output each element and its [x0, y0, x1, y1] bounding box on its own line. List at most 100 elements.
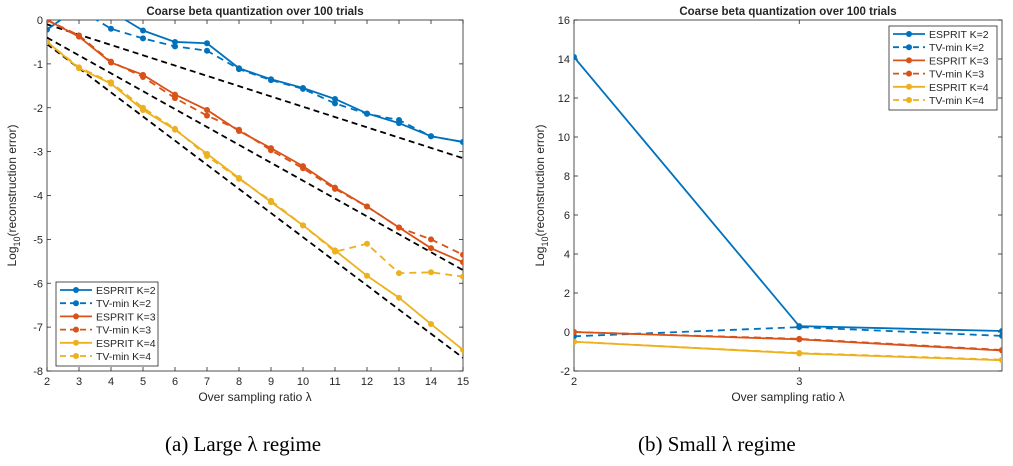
plot-area — [574, 54, 1002, 364]
x-tick-label: 5 — [140, 376, 146, 388]
y-tick-label: 6 — [564, 210, 570, 222]
data-point-tv-min-k-3 — [364, 203, 370, 210]
legend-label: ESPRIT K=4 — [96, 338, 156, 350]
data-point-tv-min-k-3 — [47, 20, 50, 23]
y-tick-label: -8 — [33, 366, 43, 378]
y-tick-label: 8 — [564, 171, 570, 183]
data-point-esprit-k-2 — [204, 40, 210, 47]
data-point-tv-min-k-2 — [204, 47, 210, 54]
data-point-tv-min-k-3 — [999, 346, 1002, 353]
legend-label: TV-min K=4 — [929, 95, 984, 107]
x-tick-label: 6 — [172, 376, 178, 388]
legend-box — [55, 281, 159, 367]
legend-box — [888, 25, 998, 111]
data-point-esprit-k-3 — [428, 245, 434, 252]
x-tick-label: 12 — [361, 376, 373, 388]
legend-marker-esprit-k-4 — [73, 339, 79, 346]
data-point-esprit-k-2 — [108, 8, 114, 14]
data-point-tv-min-k-4 — [204, 153, 210, 160]
x-tick-label: 10 — [297, 376, 309, 388]
y-tick-label: 4 — [564, 249, 570, 261]
y-tick-label: 2 — [564, 288, 570, 300]
data-point-tv-min-k-3 — [574, 329, 577, 335]
data-point-tv-min-k-3 — [396, 224, 402, 231]
data-point-tv-min-k-3 — [76, 32, 82, 39]
data-point-esprit-k-2 — [332, 95, 338, 102]
x-tick-label: 8 — [236, 376, 242, 388]
data-point-esprit-k-3 — [204, 106, 210, 113]
legend-label: ESPRIT K=2 — [96, 285, 156, 297]
data-point-tv-min-k-4 — [396, 270, 402, 277]
legend-marker-esprit-k-3 — [906, 57, 912, 64]
y-tick-label: 10 — [558, 132, 570, 144]
data-point-tv-min-k-2 — [236, 66, 242, 73]
y-tick-label: -2 — [560, 366, 570, 378]
legend-marker-tv-min-k-2 — [73, 300, 79, 307]
legend-label: ESPRIT K=2 — [929, 29, 989, 41]
panel-b: 2 3 16 14 12 10 8 6 4 2 0 -2 Coarse beta quantizatio… — [533, 6, 1003, 404]
legend-marker-esprit-k-3 — [73, 313, 79, 320]
data-point-tv-min-k-3 — [460, 251, 463, 258]
y-tick-label: 14 — [558, 54, 570, 66]
series-line-tv-min-k-2 — [574, 326, 1002, 338]
data-point-tv-min-k-2 — [364, 110, 370, 117]
y-tick-label: -7 — [33, 322, 43, 334]
legend-marker-esprit-k-2 — [73, 287, 79, 293]
reference-fit-line — [47, 23, 463, 160]
data-point-tv-min-k-2 — [796, 324, 803, 331]
y-tick-label: 12 — [558, 93, 570, 105]
legend-label: TV-min K=4 — [96, 351, 151, 363]
series-line-tv-min-k-3 — [574, 331, 1002, 351]
data-point-tv-min-k-3 — [236, 126, 242, 133]
data-point-tv-min-k-4 — [460, 273, 463, 280]
data-point-tv-min-k-4 — [108, 79, 114, 86]
x-tick-label: 3 — [796, 376, 802, 388]
x-tick-label: 9 — [268, 376, 274, 388]
data-point-tv-min-k-2 — [396, 117, 402, 124]
legend-label: ESPRIT K=3 — [96, 311, 156, 323]
legend-marker-tv-min-k-3 — [73, 326, 79, 333]
data-point-esprit-k-3 — [460, 259, 463, 266]
data-point-esprit-k-2 — [574, 54, 577, 61]
data-point-tv-min-k-3 — [428, 236, 434, 243]
legend-label: ESPRIT K=4 — [929, 82, 989, 94]
data-point-tv-min-k-4 — [574, 338, 577, 345]
data-point-tv-min-k-4 — [47, 38, 50, 45]
x-tick-label: 4 — [108, 376, 114, 388]
legend-label: TV-min K=2 — [96, 298, 151, 310]
data-point-tv-min-k-2 — [300, 85, 306, 92]
legend-marker-tv-min-k-2 — [906, 44, 912, 51]
data-point-tv-min-k-4 — [236, 175, 242, 182]
data-point-tv-min-k-3 — [108, 58, 114, 65]
series-line-tv-min-k-2 — [95, 20, 463, 143]
data-point-esprit-k-4 — [460, 346, 463, 353]
data-point-tv-min-k-2 — [172, 43, 178, 50]
legend-label: TV-min K=2 — [929, 42, 984, 54]
data-point-tv-min-k-2 — [460, 138, 463, 145]
data-point-tv-min-k-3 — [796, 335, 803, 342]
x-tick-label: 14 — [425, 376, 437, 388]
data-point-tv-min-k-3 — [172, 95, 178, 102]
series-line-tv-min-k-3 — [47, 20, 463, 256]
x-tick-label: 7 — [204, 376, 210, 388]
data-point-tv-min-k-4 — [300, 222, 306, 229]
caption-a: (a) Large λ regime — [165, 432, 322, 456]
data-point-tv-min-k-4 — [140, 104, 146, 111]
data-point-tv-min-k-4 — [999, 356, 1002, 363]
data-point-tv-min-k-4 — [796, 350, 803, 357]
x-tick-label: 3 — [76, 376, 82, 388]
data-point-tv-min-k-2 — [268, 77, 274, 84]
data-point-esprit-k-2 — [76, 4, 82, 10]
y-tick-label: -4 — [33, 191, 43, 203]
data-point-tv-min-k-3 — [140, 74, 146, 81]
data-point-tv-min-k-2 — [108, 25, 114, 32]
y-tick-label: -1 — [33, 59, 43, 71]
data-point-tv-min-k-2 — [140, 35, 146, 42]
legend-label: TV-min K=3 — [929, 69, 984, 81]
y-axis-label: Log10(reconstruction error) — [533, 124, 550, 266]
series-line-tv-min-k-4 — [47, 41, 463, 278]
data-point-tv-min-k-2 — [76, 6, 82, 12]
data-point-tv-min-k-4 — [76, 64, 82, 71]
